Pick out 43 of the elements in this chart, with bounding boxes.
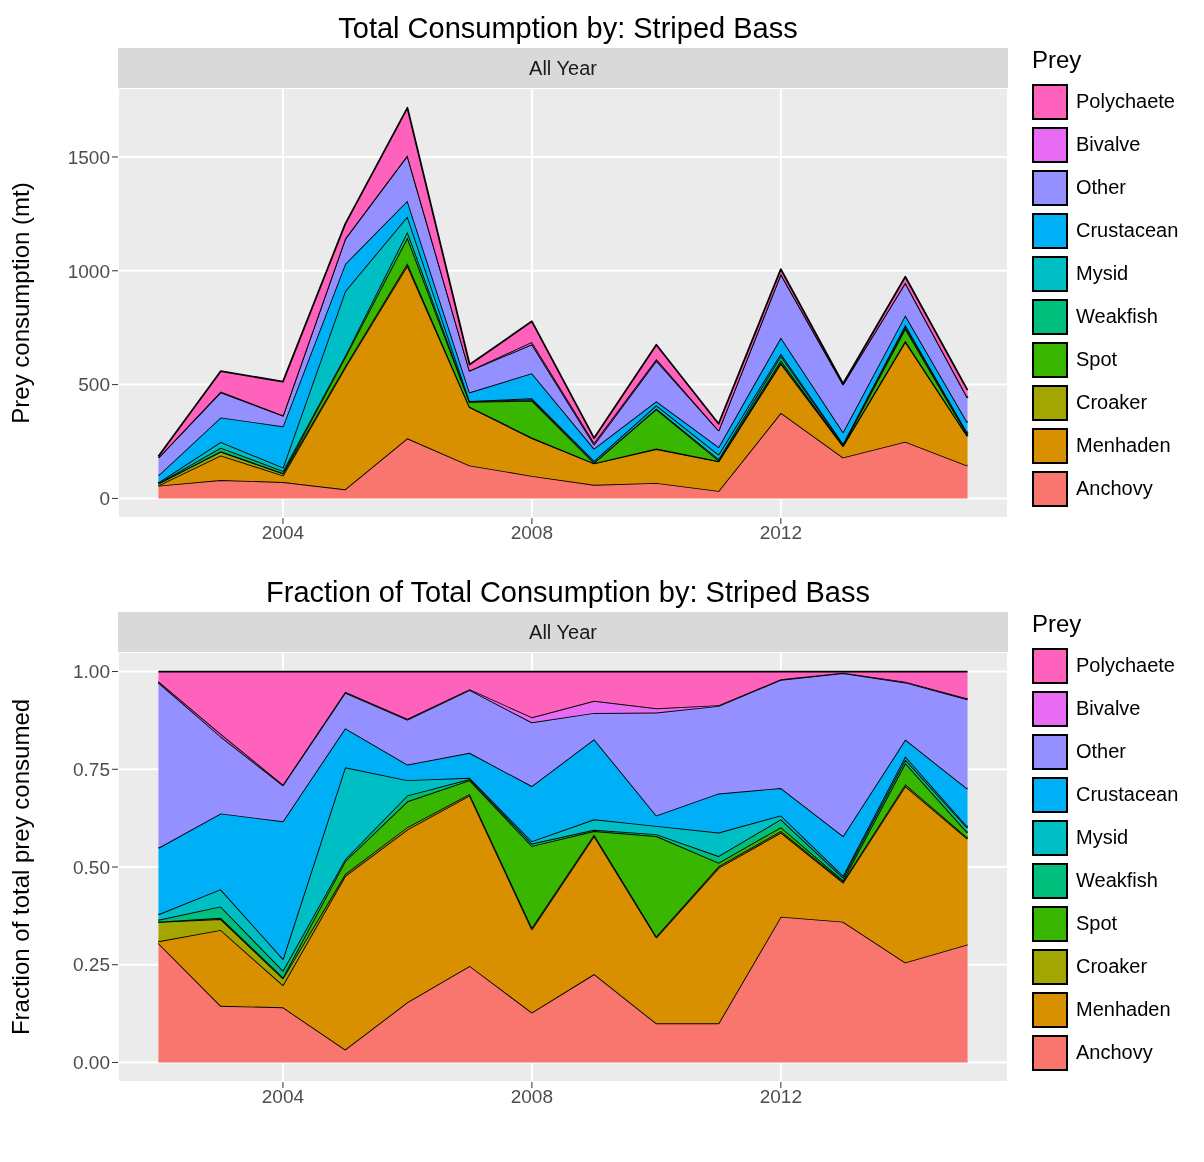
legend-label: Bivalve <box>1076 133 1141 156</box>
legend-label: Polychaete <box>1076 654 1175 677</box>
y-tick-label: 0.75 <box>73 759 110 781</box>
legend-label: Polychaete <box>1076 90 1175 113</box>
x-tick-label: 2004 <box>261 522 305 544</box>
legend-label: Mysid <box>1076 262 1129 285</box>
y-tick-label: 1000 <box>67 260 110 282</box>
chart-subtitle: All Year <box>118 48 1008 88</box>
y-tick-label: 0.50 <box>73 856 110 878</box>
legend-label: Crustacean <box>1076 783 1179 806</box>
legend-label: Weakfish <box>1076 869 1158 892</box>
legend-label: Menhaden <box>1076 998 1171 1021</box>
y-axis-title: Prey consumption (mt) <box>6 182 34 424</box>
y-tick-label: 0.00 <box>73 1052 110 1074</box>
legend-label: Croaker <box>1076 391 1148 414</box>
chart-title: Fraction of Total Consumption by: Striped Bass <box>265 575 871 610</box>
legend-label: Other <box>1076 176 1127 199</box>
y-tick-label: 1500 <box>67 146 110 168</box>
y-axis-title: Fraction of total prey consumed <box>6 698 34 1036</box>
legend-label: Other <box>1076 740 1127 763</box>
x-tick-label: 2012 <box>759 522 802 544</box>
x-tick-label: 2008 <box>510 1086 554 1108</box>
legend-label: Bivalve <box>1076 697 1141 720</box>
legend-label: Anchovy <box>1076 1041 1153 1064</box>
legend-label: Spot <box>1076 912 1118 935</box>
y-tick-label: 0.25 <box>73 954 110 976</box>
y-tick-label: 500 <box>78 374 110 396</box>
legend-label: Menhaden <box>1076 434 1171 457</box>
chart-subtitle: All Year <box>118 612 1008 652</box>
legend-label: Spot <box>1076 348 1118 371</box>
legend-label: Mysid <box>1076 826 1129 849</box>
y-tick-label: 1.00 <box>73 661 110 683</box>
x-tick-label: 2004 <box>261 1086 305 1108</box>
legend-label: Croaker <box>1076 955 1148 978</box>
legend-label: Weakfish <box>1076 305 1158 328</box>
legend-title: Prey <box>1032 46 1083 74</box>
x-tick-label: 2008 <box>510 522 554 544</box>
legend-label: Crustacean <box>1076 219 1179 242</box>
chart-title: Total Consumption by: Striped Bass <box>337 11 799 46</box>
y-tick-label: 0 <box>99 488 110 510</box>
legend-label: Anchovy <box>1076 477 1153 500</box>
legend-title: Prey <box>1032 610 1083 638</box>
x-tick-label: 2012 <box>759 1086 802 1108</box>
